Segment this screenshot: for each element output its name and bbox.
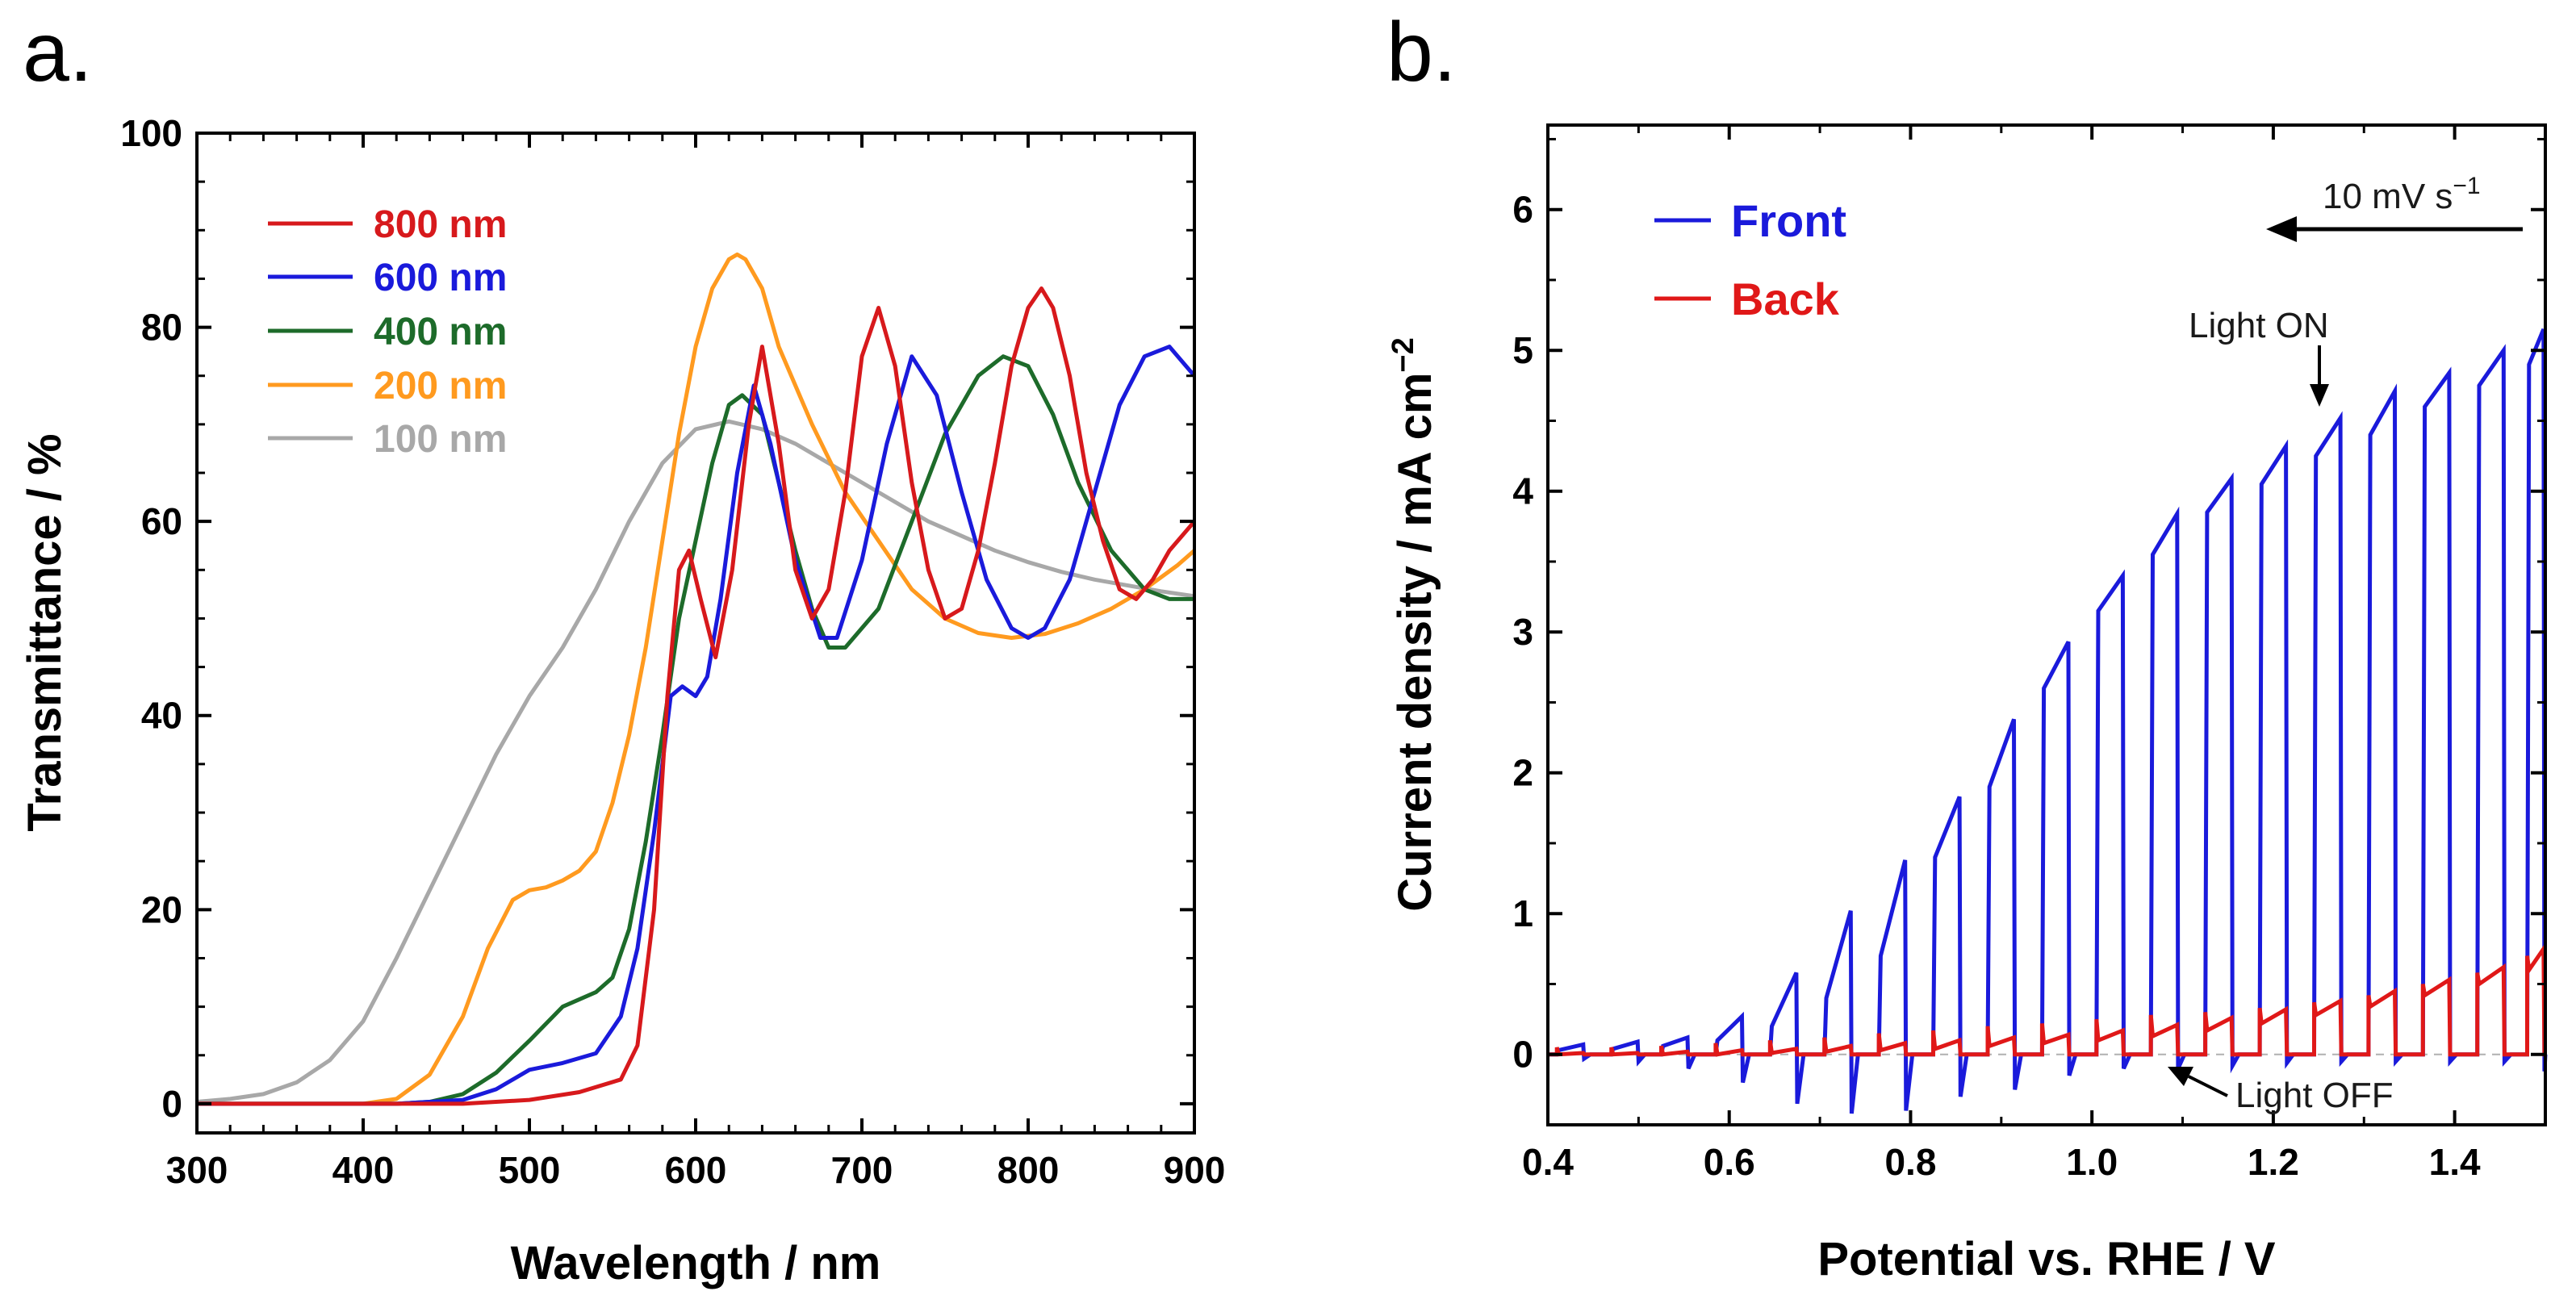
panel-b-series <box>1548 328 2548 1114</box>
light-off-arrow-line <box>2188 1075 2228 1097</box>
legend-label-back: Back <box>1731 274 1840 324</box>
series-line-800nm <box>197 286 1196 1106</box>
panel-a-series <box>196 252 1196 1106</box>
panel-a-x-tick-label: 400 <box>332 1149 395 1191</box>
scan-rate-superscript: −1 <box>2453 173 2480 199</box>
series-line-400nm <box>197 354 1194 1106</box>
panel-b-x-tick-label: 0.6 <box>1704 1141 1755 1183</box>
panel-b-x-tick-label: 1.2 <box>2248 1141 2299 1183</box>
panel-a-y-tick-label: 0 <box>161 1083 182 1125</box>
panel-a-x-tick-label: 300 <box>166 1149 228 1191</box>
panel-b-x-axis-title: Potential vs. RHE / V <box>1817 1233 2276 1285</box>
legend-label-front: Front <box>1731 195 1846 246</box>
panel-a-label: a. <box>23 6 93 99</box>
panel-a-x-tick-label: 500 <box>499 1149 561 1191</box>
panel-a-tick-labels: 300 400 500 600 700 800 900 0 20 40 60 80 100 <box>120 112 1225 1191</box>
series-line-600nm <box>197 345 1196 1106</box>
panel-b-y-axis-title: Current density / mA cm−2 <box>1386 337 1441 912</box>
panel-b-y-tick-label: 0 <box>1512 1034 1533 1076</box>
series-line-100nm <box>196 419 1195 1104</box>
panel-a-y-tick-label: 20 <box>141 888 182 930</box>
panel-b: b. 0.4 0.6 0.8 1.0 1.2 1.4 0 1 2 3 4 5 6 Potential v… <box>1386 6 2548 1285</box>
legend-label-600nm: 600 nm <box>374 257 507 299</box>
legend-label-200nm: 200 nm <box>374 365 507 407</box>
panel-b-y-tick-label: 1 <box>1512 892 1533 934</box>
panel-b-y-tick-label: 5 <box>1512 329 1533 371</box>
panel-a: a. 300 400 500 600 700 800 900 0 20 40 60 80 100 Wav… <box>19 6 1225 1289</box>
panel-b-y-tick-label: 6 <box>1512 189 1533 231</box>
panel-a-x-tick-label: 700 <box>831 1149 893 1191</box>
light-on-label: Light ON <box>2189 306 2329 345</box>
panel-b-tick-labels: 0.4 0.6 0.8 1.0 1.2 1.4 0 1 2 3 4 5 6 <box>1512 189 2481 1183</box>
panel-b-x-tick-label: 0.8 <box>1884 1141 1936 1183</box>
legend-label-100nm: 100 nm <box>374 418 507 461</box>
panel-a-y-axis-title: Transmittance / % <box>19 433 71 831</box>
panel-a-x-tick-label: 600 <box>665 1149 727 1191</box>
panel-b-ticks <box>1546 125 2545 1125</box>
panel-b-legend: Front Back <box>1654 195 1846 324</box>
panel-a-ticks <box>195 132 1196 1133</box>
panel-b-annotations: 10 mV s−1 Light ON Light OFF <box>2168 173 2523 1115</box>
light-on-arrowhead <box>2310 384 2329 407</box>
panel-b-y-axis-title-superscript: −2 <box>1386 337 1420 372</box>
legend-label-400nm: 400 nm <box>374 311 507 353</box>
legend-label-800nm: 800 nm <box>374 203 507 246</box>
scan-direction-arrowhead <box>2266 216 2297 242</box>
panel-a-legend: 800 nm 600 nm 400 nm 200 nm 100 nm <box>268 203 507 461</box>
panel-b-y-tick-label: 3 <box>1512 611 1533 653</box>
panel-a-x-axis-title: Wavelength / nm <box>511 1237 881 1289</box>
panel-a-x-tick-label: 800 <box>997 1149 1060 1191</box>
panel-b-label: b. <box>1386 6 1457 99</box>
scan-rate-text: 10 mV s <box>2323 177 2453 216</box>
panel-b-y-tick-label: 2 <box>1512 752 1533 794</box>
light-off-label: Light OFF <box>2235 1076 2394 1115</box>
panel-b-y-tick-label: 4 <box>1512 470 1533 512</box>
panel-b-plot-frame <box>1546 123 2547 1126</box>
series-line-back <box>1548 942 2547 1057</box>
scan-rate-label: 10 mV s−1 <box>2323 173 2481 216</box>
panel-a-y-tick-label: 100 <box>120 112 182 154</box>
panel-a-y-tick-label: 80 <box>141 307 182 349</box>
panel-b-x-tick-label: 0.4 <box>1522 1141 1574 1183</box>
panel-b-x-tick-label: 1.0 <box>2066 1141 2118 1183</box>
panel-a-x-tick-label: 900 <box>1164 1149 1226 1191</box>
light-off-arrowhead <box>2168 1067 2193 1086</box>
panel-a-y-tick-label: 40 <box>141 695 182 737</box>
series-line-200nm <box>197 252 1196 1106</box>
panel-b-y-axis-title-main: Current density / mA cm <box>1389 373 1441 912</box>
panel-b-x-tick-label: 1.4 <box>2429 1141 2481 1183</box>
panel-a-y-tick-label: 60 <box>141 500 182 542</box>
